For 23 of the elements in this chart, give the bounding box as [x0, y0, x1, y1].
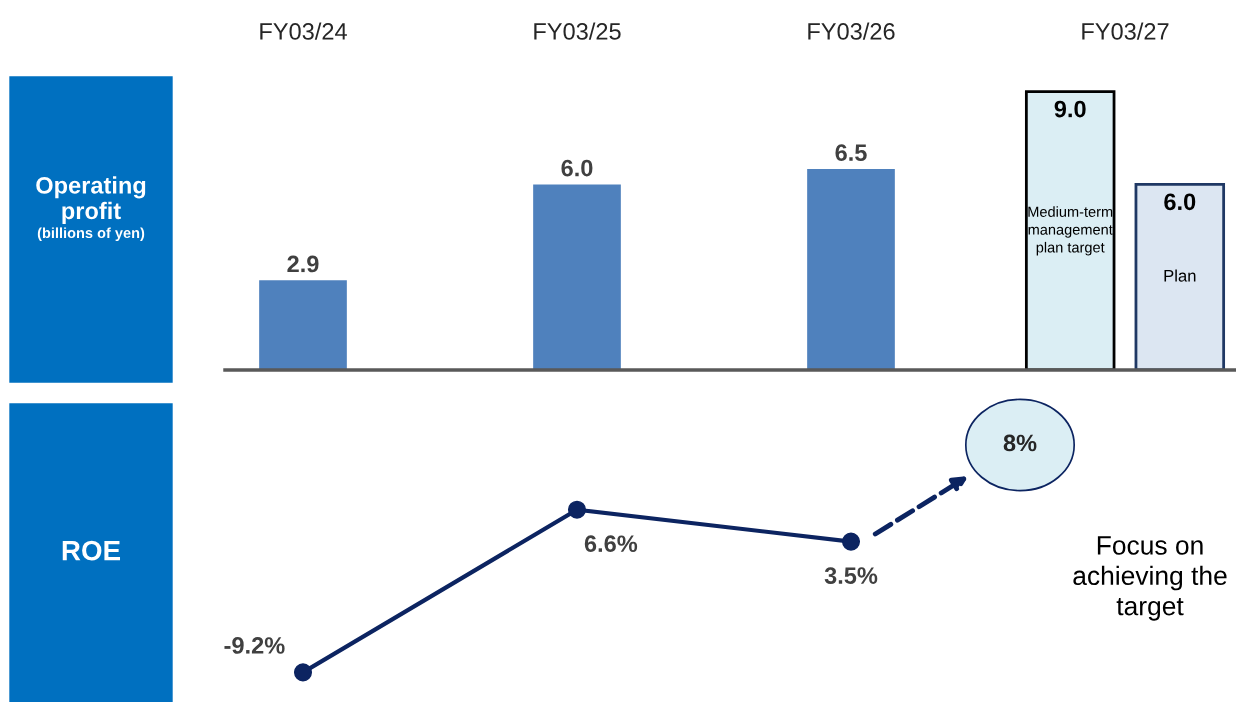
- x-tick-label: FY03/26: [808, 22, 895, 40]
- y-axis-title: Operating profit (billions of yen): [36, 176, 146, 241]
- bar: [259, 280, 347, 370]
- data-label: 2.9: [287, 255, 319, 273]
- data-label: 6.0: [561, 159, 593, 177]
- bar: [807, 169, 895, 370]
- bar: [533, 184, 621, 370]
- series-label: Plan: [1164, 269, 1196, 282]
- data-label: 6.5: [835, 144, 867, 161]
- x-tick-label: FY03/27: [1082, 22, 1169, 40]
- data-label: 6.6%: [584, 535, 638, 553]
- series-label: Medium-term management plan target: [1028, 206, 1113, 256]
- bar: [1024, 90, 1116, 370]
- data-label: 3.5%: [824, 567, 878, 584]
- bar: [1134, 183, 1226, 370]
- x-tick-label: FY03/24: [260, 22, 347, 40]
- y-axis-title: ROE: [62, 540, 121, 561]
- text: 8%: [1003, 434, 1037, 452]
- annotation: Focus on achieving the target: [1073, 536, 1227, 621]
- data-label: 6.0: [1164, 193, 1196, 211]
- x-tick-label: FY03/25: [534, 22, 621, 40]
- data-label: -9.2%: [224, 637, 285, 654]
- data-label: 9.0: [1054, 100, 1086, 118]
